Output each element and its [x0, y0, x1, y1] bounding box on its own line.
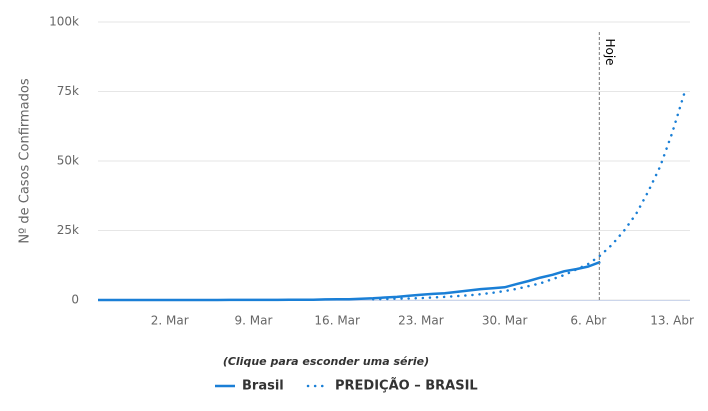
- y-tick-label: 100k: [49, 15, 79, 29]
- x-tick-label: 9. Mar: [235, 314, 273, 328]
- legend-label: Brasil: [242, 379, 284, 394]
- y-axis-label: Nº de Casos Confirmados: [18, 78, 33, 243]
- x-tick-label: 30. Mar: [482, 314, 528, 328]
- series-line: [371, 93, 686, 301]
- x-tick-label: 13. Abr: [650, 314, 694, 328]
- legend-item[interactable]: Brasil: [215, 379, 284, 394]
- plot-line-label: Hoje: [603, 38, 617, 65]
- y-tick-label: 25k: [57, 223, 79, 237]
- legend-label: PREDIÇÃO – BRASIL: [335, 378, 478, 394]
- x-tick-label: 23. Mar: [398, 314, 444, 328]
- legend-note: (Clique para esconder uma série): [223, 355, 429, 368]
- x-tick-label: 6. Abr: [570, 314, 606, 328]
- x-tick-label: 2. Mar: [151, 314, 189, 328]
- y-tick-label: 75k: [57, 84, 79, 98]
- series-line: [98, 260, 601, 302]
- x-tick-label: 16. Mar: [314, 314, 360, 328]
- y-tick-label: 0: [71, 293, 79, 307]
- legend-item[interactable]: PREDIÇÃO – BRASIL: [306, 378, 478, 394]
- y-tick-label: 50k: [57, 154, 79, 168]
